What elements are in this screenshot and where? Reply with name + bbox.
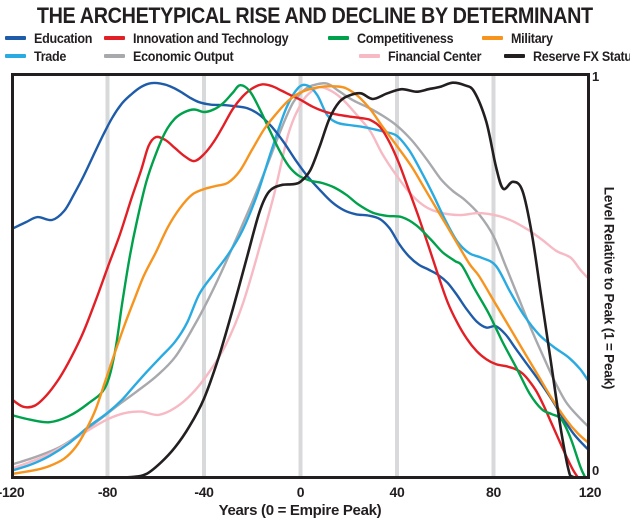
financial-center-line-swatch (359, 54, 380, 58)
legend-item-education: Education (5, 30, 97, 46)
reserve-fx-line-swatch (504, 54, 525, 58)
legend-label: Financial Center (388, 48, 482, 64)
x-tick-40: 40 (389, 484, 405, 500)
x-tick-120: 120 (578, 484, 602, 500)
legend-label: Trade (34, 48, 67, 64)
series-line-education (12, 81, 589, 452)
legend-label: Competitiveness (357, 30, 454, 46)
x-tick--120: -120 (0, 484, 25, 500)
legend-label: Innovation and Technology (133, 30, 289, 46)
competitiveness-line-swatch (328, 36, 349, 40)
series-line-reserve-fx-status (12, 81, 589, 478)
legend-label: Reserve FX Status (533, 48, 630, 64)
legend-label: Education (34, 30, 93, 46)
plot-area (11, 73, 590, 479)
legend-item-military: Military (482, 30, 556, 46)
x-tick--40: -40 (194, 484, 214, 500)
plot-border (11, 73, 590, 479)
y-axis-title: Level Relative to Peak (1 = Peak) (601, 186, 617, 390)
y-tick-1: 1 (592, 69, 600, 84)
trade-line-swatch (5, 54, 26, 58)
chart-title: THE ARCHETYPICAL RISE AND DECLINE BY DET… (37, 3, 593, 28)
x-tick-0: 0 (296, 484, 305, 500)
legend-item-reserve-fx-status: Reserve FX Status (504, 48, 630, 64)
y-tick-0: 0 (592, 463, 600, 478)
x-tick--80: -80 (97, 484, 118, 500)
legend-item-economic-output: Economic Output (104, 48, 241, 64)
series-line-innovation-and-technology (12, 83, 580, 478)
legend-item-trade: Trade (5, 48, 69, 64)
military-line-swatch (482, 36, 503, 40)
legend-item-financial-center: Financial Center (359, 48, 488, 64)
legend-label: Economic Output (133, 48, 234, 64)
innovation-line-swatch (104, 36, 125, 40)
series-line-military (12, 84, 589, 476)
series-line-competitiveness (12, 84, 587, 478)
x-tick-80: 80 (486, 484, 501, 500)
legend-item-innovation-and-technology: Innovation and Technology (104, 30, 300, 46)
legend-label: Military (511, 30, 553, 46)
education-line-swatch (5, 36, 26, 40)
x-axis-title: Years (0 = Empire Peak) (218, 502, 382, 519)
series-line-trade (12, 83, 589, 472)
line-chart (11, 73, 590, 479)
legend-item-competitiveness: Competitiveness (328, 30, 461, 46)
economic-output-line-swatch (104, 54, 125, 58)
